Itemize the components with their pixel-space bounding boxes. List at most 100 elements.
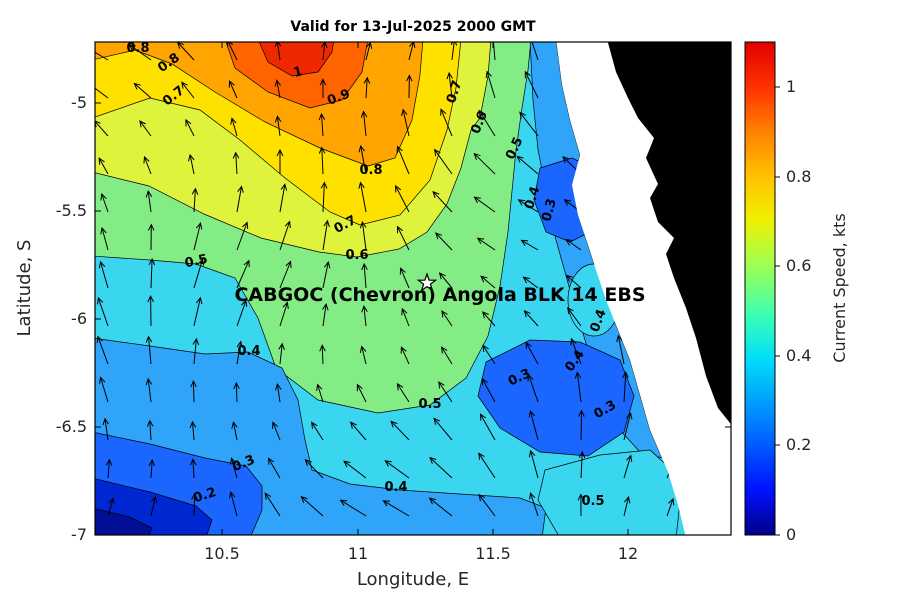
current-vector-arrow — [432, 190, 453, 213]
current-vector-arrow — [189, 420, 197, 441]
current-vector-arrow — [96, 335, 109, 365]
current-vector-arrow — [666, 497, 675, 517]
current-vector-arrow — [300, 496, 324, 517]
contour-label: 0.5 — [418, 397, 441, 412]
current-vector-arrow — [279, 301, 289, 327]
contour-label: 0.4 — [588, 307, 610, 334]
current-vector-arrow — [192, 337, 200, 365]
current-vector-arrow — [622, 370, 629, 403]
current-vector-arrow — [577, 493, 585, 517]
current-vector-arrow — [98, 260, 109, 289]
current-vector-arrow — [339, 499, 367, 517]
current-vector-arrows — [95, 42, 677, 517]
current-vector-arrow — [322, 219, 330, 251]
current-vector-arrow — [578, 409, 585, 441]
current-vector-arrow — [319, 78, 327, 99]
current-vector-arrow — [97, 296, 109, 327]
current-vector-arrow — [623, 495, 631, 517]
current-vector-arrow — [99, 376, 109, 403]
colorbar-tick-label: 0.6 — [786, 256, 811, 275]
current-vector-arrow — [236, 185, 244, 213]
contour-label: 1 — [292, 64, 305, 81]
current-vector-arrow — [478, 452, 496, 479]
current-vector-arrow — [523, 310, 539, 327]
current-vector-arrow — [236, 299, 248, 327]
coastline-land — [556, 42, 731, 535]
current-vector-arrow — [574, 371, 582, 403]
current-vector-arrow — [478, 493, 496, 517]
contour-band-0.1-below — [95, 508, 153, 535]
current-vector-arrow — [267, 457, 281, 479]
axes: Valid for 13-Jul-2025 2000 GMT Longitude… — [14, 19, 732, 590]
current-vector-arrow — [105, 458, 113, 479]
contour-label: 0.3 — [539, 197, 559, 223]
contour-band-0.3-below-pocket-south — [477, 339, 635, 457]
current-vector-arrow — [438, 381, 453, 403]
current-vector-arrow — [528, 449, 539, 479]
current-vector-arrow — [440, 346, 453, 365]
current-vector-arrow — [107, 497, 115, 517]
y-tick-label: -6 — [71, 309, 87, 328]
current-vector-arrow — [396, 145, 410, 175]
current-vector-arrow — [525, 341, 539, 365]
y-tick-label: -5.5 — [56, 201, 87, 220]
current-vector-arrow — [516, 155, 539, 175]
current-vector-arrow — [361, 305, 368, 327]
x-tick-label: 11 — [348, 544, 368, 563]
current-vector-arrow — [428, 497, 453, 517]
current-vector-arrow — [304, 458, 324, 479]
current-vector-arrow — [473, 196, 496, 213]
current-vector-arrow — [143, 155, 152, 175]
current-vector-arrow — [191, 187, 199, 213]
current-vector-arrow — [473, 152, 496, 175]
contour-label: 0.5 — [183, 252, 209, 271]
current-vector-arrow — [481, 377, 496, 403]
current-vector-arrow — [95, 51, 109, 61]
current-vector-arrow — [343, 460, 367, 479]
current-vector-arrow — [435, 232, 453, 251]
current-vector-arrow — [100, 226, 109, 251]
x-axis-label: Longitude, E — [357, 569, 469, 590]
y-tick-label: -5 — [71, 93, 87, 112]
current-vector-arrow — [233, 381, 240, 403]
colorbar-tick-label: 0.2 — [786, 435, 811, 454]
colorbar-tick-label: 0.8 — [786, 167, 811, 186]
contour-label: 0.4 — [522, 185, 543, 212]
current-vector-arrow — [408, 42, 416, 61]
current-vector-arrow — [279, 260, 292, 289]
current-vector-arrow — [148, 458, 156, 479]
current-vector-arrow — [479, 413, 496, 441]
current-vector-arrow — [193, 221, 203, 251]
current-vector-arrow — [358, 181, 367, 213]
current-vector-arrow — [139, 119, 152, 137]
current-vector-arrow — [356, 383, 367, 403]
contour-label: 0.5 — [581, 494, 604, 509]
current-vector-arrow — [490, 42, 497, 61]
current-vector-arrow — [318, 112, 326, 137]
y-axis-label: Latitude, S — [14, 240, 35, 337]
site-marker-group: CABGOC (Chevron) Angola BLK 14 EBS — [234, 272, 646, 306]
current-vector-arrow — [264, 492, 281, 517]
current-vector-arrow — [361, 262, 368, 289]
current-vector-arrow — [319, 344, 326, 365]
current-vector-arrow — [133, 82, 152, 99]
colorbar-label: Current Speed, kts — [830, 213, 849, 362]
plot-frame — [94, 41, 732, 536]
current-vector-arrow — [623, 454, 633, 479]
current-vector-arrow — [236, 340, 243, 365]
current-vector-arrow — [148, 257, 156, 289]
current-vector-arrow — [128, 44, 152, 61]
current-vector-arrow — [485, 70, 496, 99]
current-vector-arrow — [480, 275, 496, 289]
colorbar-tick-label: 1 — [786, 77, 796, 96]
current-vector-arrow — [438, 272, 453, 289]
current-vector-arrow — [230, 117, 238, 137]
x-tick-label: 12 — [618, 544, 638, 563]
current-vector-arrow — [478, 109, 496, 137]
current-vector-arrow — [623, 411, 633, 441]
current-vector-arrow — [401, 108, 410, 137]
current-vector-arrow — [100, 192, 109, 213]
contour-label: 0.8 — [126, 41, 149, 56]
